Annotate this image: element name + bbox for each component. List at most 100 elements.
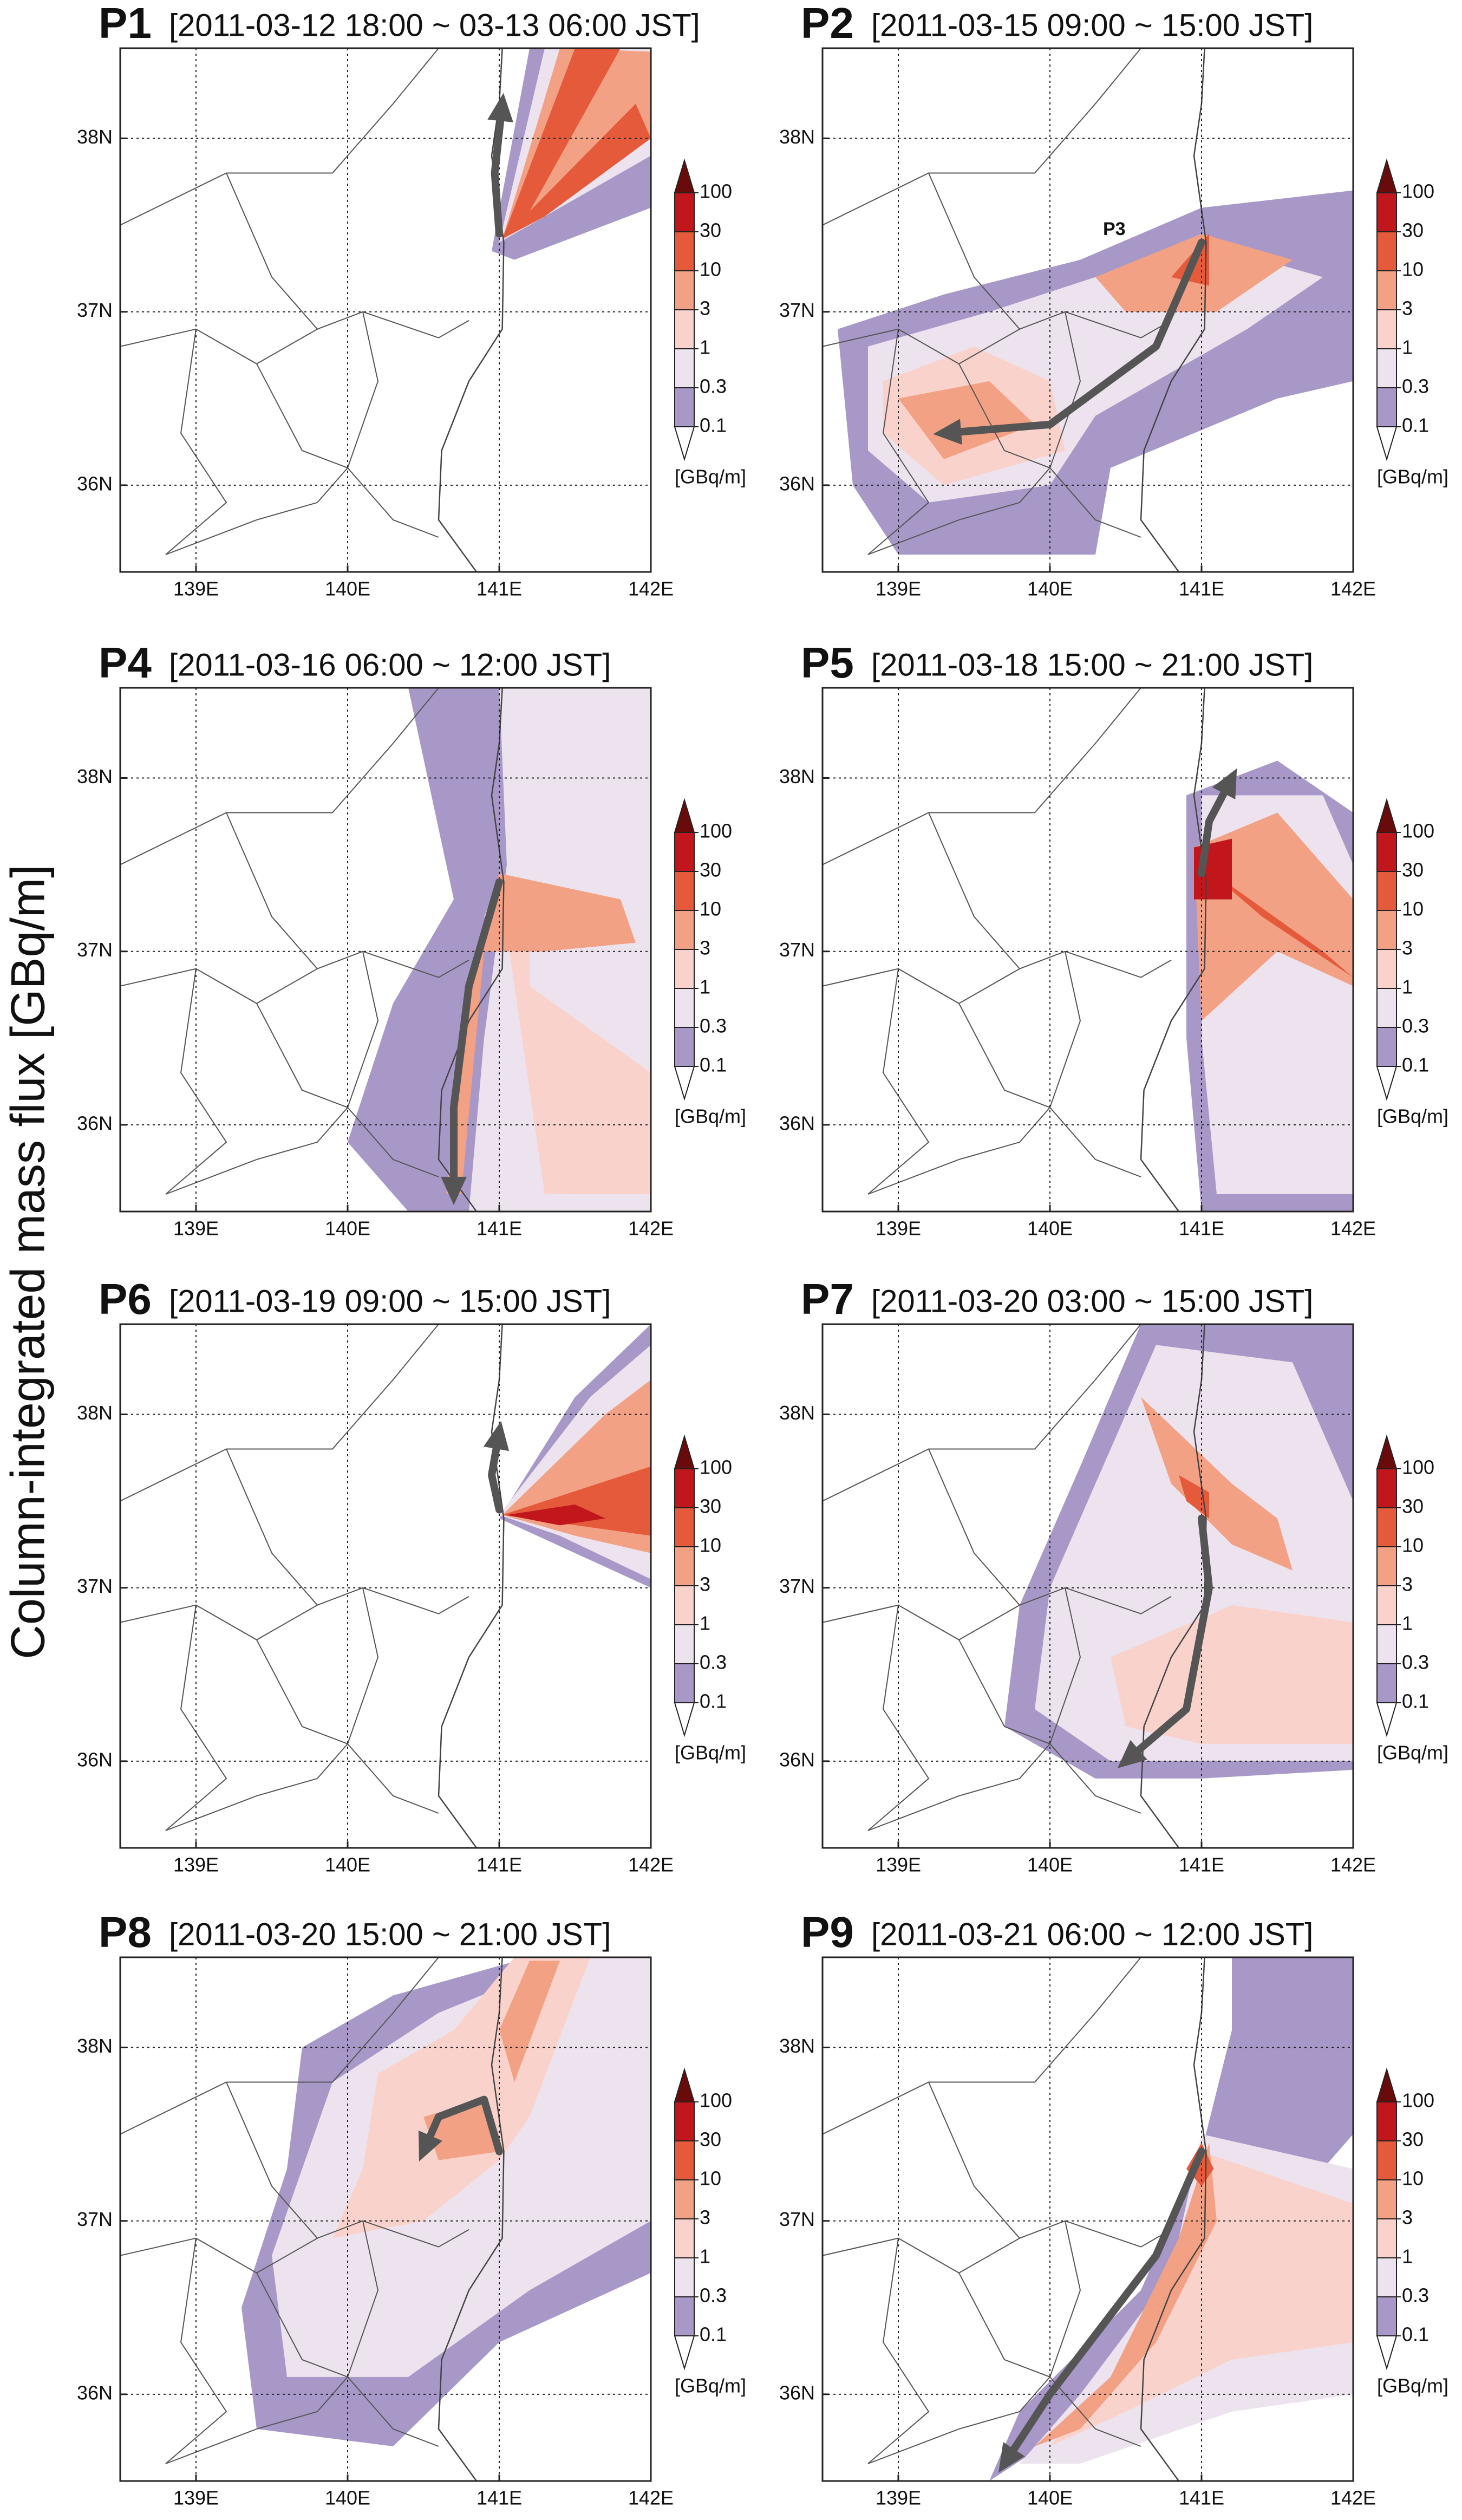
y-axis-label: Column-integrated mass flux [GBq/m]: [1, 864, 54, 1659]
arrow-head: [933, 419, 962, 445]
colorbar-label: 3: [1402, 1573, 1413, 1596]
x-tick-label: 141E: [1179, 1217, 1224, 1240]
map-frame: [821, 1956, 1354, 2482]
colorbar-segment: [674, 2257, 695, 2297]
colorbar-label: 0.3: [700, 1651, 727, 1674]
border-line: [928, 1449, 1172, 1614]
colorbar-label: 10: [700, 2167, 721, 2190]
colorbar-unit: [GBq/m]: [1377, 1742, 1448, 1764]
border-line: [226, 2082, 469, 2248]
flow-arrow: [1122, 1514, 1213, 1765]
x-tick-label: 139E: [876, 2487, 921, 2509]
map-panel: P7 [2011-03-20 03:00 ~ 15:00 JST] 139E 140E…: [779, 1275, 1448, 1876]
colorbar-segment: [1376, 426, 1398, 461]
colorbar-label: 30: [1402, 219, 1424, 242]
colorbar-segment: [1376, 2140, 1397, 2180]
colorbar-segment: [1376, 1027, 1397, 1067]
x-tick-label: 140E: [1027, 1854, 1073, 1876]
colorbar-segment: [1376, 2101, 1397, 2141]
x-tick-label: 142E: [1330, 2487, 1376, 2509]
colorbar-segment: [1376, 798, 1398, 833]
y-tick-label: 38N: [779, 126, 815, 148]
y-tick-label: 38N: [779, 2035, 815, 2057]
x-tick-label: 140E: [325, 2487, 370, 2509]
colorbar-label: 100: [1402, 820, 1434, 842]
colorbar-segment: [674, 231, 695, 271]
colorbar-segment: [1376, 949, 1397, 989]
colorbar-segment: [674, 387, 695, 427]
border-line: [1049, 2221, 1081, 2378]
colorbar-label: 1: [700, 2245, 710, 2268]
colorbar-label: 30: [700, 219, 721, 242]
colorbar-segment: [674, 1663, 695, 1703]
border-line: [823, 1957, 1141, 2135]
colorbar-label: 100: [700, 180, 732, 203]
colorbar-label: 0.1: [1402, 1690, 1429, 1712]
colorbar-label: 0.3: [700, 1015, 727, 1037]
map-panel: P6 [2011-03-19 09:00 ~ 15:00 JST] 139E 140E…: [77, 1275, 746, 1876]
colorbar-segment: [1376, 1546, 1397, 1586]
map-field: [823, 1324, 1353, 1848]
map-panel: P4 [2011-03-16 06:00 ~ 12:00 JST] 139E 140E…: [77, 639, 746, 1239]
colorbar-segment: [1376, 1624, 1397, 1664]
y-tick-label: 36N: [77, 472, 113, 494]
border-line: [867, 1605, 930, 1831]
colorbar-unit: [GBq/m]: [675, 1742, 746, 1764]
y-tick-label: 38N: [779, 1402, 815, 1424]
y-tick-label: 36N: [77, 1748, 113, 1770]
border-line: [823, 1604, 1020, 1640]
colorbar-label: 1: [1402, 976, 1413, 998]
y-tick-label: 38N: [77, 126, 113, 148]
border-line: [165, 1743, 348, 1831]
coastline: [438, 48, 505, 572]
panel-label: P8: [99, 1908, 152, 1956]
y-tick-label: 37N: [779, 1575, 815, 1597]
colorbar-label: 100: [700, 2089, 732, 2112]
panel-label: P1: [99, 0, 152, 47]
colorbar-label: 0.1: [700, 1054, 727, 1076]
map-frame: [821, 1323, 1354, 1849]
x-tick-label: 140E: [325, 1217, 370, 1240]
colorbar-label: 0.1: [1402, 414, 1429, 437]
plume-area: [1141, 1397, 1293, 1571]
colorbar-segment: [674, 2296, 695, 2336]
x-tick-label: 142E: [628, 578, 674, 600]
map-frame: [119, 687, 652, 1213]
colorbar-label: 10: [700, 1534, 721, 1557]
border-line: [823, 968, 1020, 1004]
panel-label: P7: [801, 1275, 854, 1323]
colorbar-label: 10: [1402, 1534, 1424, 1557]
plume-area: [502, 48, 621, 239]
border-line: [867, 968, 930, 1195]
map-field: [823, 1957, 1353, 2481]
border-line: [226, 173, 469, 338]
x-tick-label: 139E: [173, 1217, 219, 1240]
colorbar: 0.1 0.3 1 3 10 30 100 [GBq/m]: [1376, 1434, 1448, 1764]
colorbar-segment: [1376, 832, 1397, 872]
x-tick-label: 142E: [1330, 1854, 1376, 1876]
border-line: [120, 968, 318, 1004]
y-tick-label: 37N: [779, 299, 815, 321]
colorbar: 0.1 0.3 1 3 10 30 100 [GBq/m]: [674, 1434, 746, 1764]
colorbar-label: 0.1: [1402, 2323, 1429, 2346]
colorbar-label: 1: [700, 976, 710, 998]
colorbar-segment: [1376, 1507, 1397, 1547]
map-frame: [821, 47, 1354, 573]
x-tick-label: 141E: [477, 2487, 522, 2509]
x-tick-label: 142E: [628, 1217, 674, 1240]
colorbar-label: 0.3: [1402, 1015, 1429, 1037]
x-tick-label: 141E: [477, 578, 522, 600]
colorbar-segment: [674, 2101, 695, 2141]
colorbar-label: 0.1: [1402, 1054, 1429, 1076]
colorbar-segment: [1376, 2067, 1398, 2102]
colorbar-label: 30: [1402, 2128, 1424, 2151]
colorbar-label: 0.1: [700, 414, 727, 437]
colorbar-segment: [1376, 158, 1398, 193]
map-field: [120, 1324, 651, 1848]
x-tick-label: 139E: [876, 1217, 921, 1240]
colorbar-segment: [674, 1546, 695, 1586]
plume-area: [507, 1505, 605, 1526]
colorbar-label: 0.1: [700, 1690, 727, 1712]
panel-label: P9: [801, 1908, 854, 1956]
